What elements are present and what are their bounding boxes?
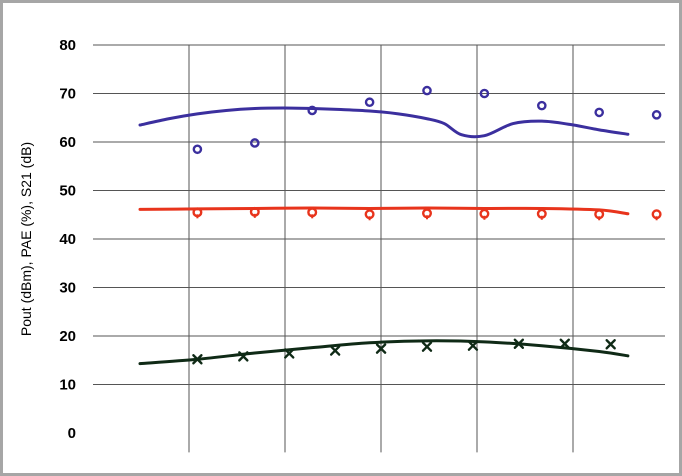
- series-1-marker-0: [192, 144, 203, 155]
- series-1-marker-6: [537, 100, 547, 111]
- y-tick-label-60: 60: [59, 134, 76, 151]
- series-5-marker-2: [284, 348, 295, 359]
- series-3-marker-5: [479, 208, 490, 220]
- series-3-marker-4: [422, 208, 433, 220]
- y-tick-labels: 0 10 20 30 40 50 60 70 80: [59, 37, 76, 442]
- series-1-marker-2: [307, 105, 318, 116]
- y-tick-label-40: 40: [59, 231, 76, 248]
- series-3-marker-0: [192, 207, 203, 219]
- y-tick-label-0: 0: [68, 425, 76, 442]
- series-3-marker-7: [594, 209, 605, 221]
- series-1-marker-1: [249, 138, 260, 148]
- series-1-marker-5: [479, 88, 490, 99]
- y-tick-label-10: 10: [59, 377, 76, 394]
- series-line-0: [138, 106, 630, 139]
- gridlines: [93, 44, 665, 453]
- series-1-marker-8: [651, 110, 662, 120]
- series-5-marker-1: [238, 351, 249, 362]
- series-3-marker-1: [249, 206, 260, 218]
- y-tick-label-20: 20: [59, 328, 76, 345]
- series-3-marker-2: [307, 207, 318, 219]
- series-5-marker-6: [467, 340, 479, 351]
- y-tick-label-70: 70: [59, 86, 76, 103]
- series-group: [138, 85, 662, 366]
- series-3-marker-6: [536, 208, 547, 220]
- y-tick-label-50: 50: [59, 183, 76, 200]
- series-5-marker-7: [513, 338, 525, 349]
- series-5-marker-4: [375, 343, 387, 354]
- series-1-marker-7: [594, 107, 605, 118]
- series-5-marker-5: [421, 341, 433, 352]
- series-5-marker-9: [605, 339, 616, 350]
- y-axis-label: Pout (dBm), PAE (%), S21 (dB): [18, 142, 34, 336]
- series-5-marker-3: [329, 345, 341, 356]
- series-5-marker-8: [559, 338, 570, 349]
- series-3-marker-3: [364, 209, 375, 221]
- series-1-marker-4: [422, 85, 432, 96]
- series-line-4: [138, 339, 630, 366]
- series-1-marker-3: [364, 97, 375, 108]
- y-tick-label-80: 80: [59, 37, 76, 54]
- series-5-marker-0: [192, 354, 203, 365]
- series-3-marker-8: [651, 209, 662, 221]
- series-line-2: [138, 206, 630, 216]
- y-tick-label-30: 30: [59, 280, 76, 297]
